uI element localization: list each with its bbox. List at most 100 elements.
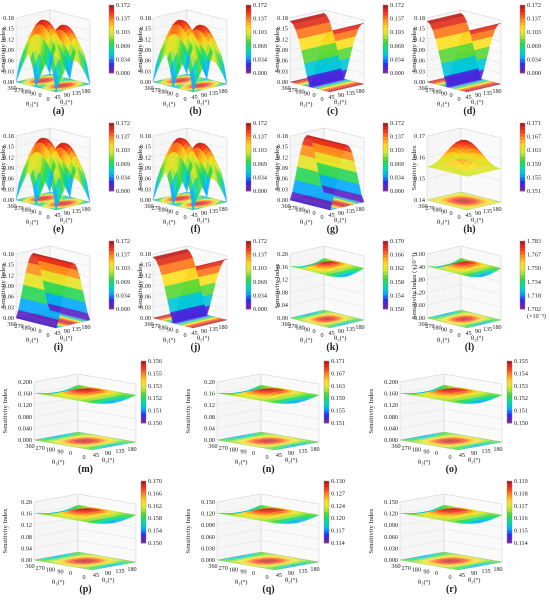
- colorbar-label: 0.156: [148, 358, 162, 365]
- theta2-tick-label: 90: [64, 328, 70, 335]
- theta2-tick-label: 90: [201, 328, 207, 335]
- theta2-tick-label: 135: [115, 568, 124, 575]
- colorbar-label: 0.069: [253, 43, 267, 50]
- theta1-axis-label: θ₁(°): [163, 101, 176, 108]
- colorbar-label: 0.000: [527, 70, 541, 77]
- theta2-tick-label: 90: [288, 570, 294, 577]
- z-tick-label: 0.12: [204, 402, 215, 409]
- colorbar-label: 0.069: [527, 43, 541, 50]
- colorbar-label: 0.137: [116, 16, 130, 23]
- surface-chart: 0.000.030.060.090.120.150.18Sensitivity …: [274, 0, 411, 118]
- z-axis-label: Sensitivity Index: [368, 388, 375, 434]
- theta1-tick-label: 360: [208, 563, 217, 570]
- z-tick-label: 0.18: [3, 251, 14, 258]
- theta2-tick-label: 0: [183, 332, 186, 339]
- theta1-tick-label: 90: [304, 208, 310, 215]
- colorbar-label: 0.117: [331, 528, 345, 535]
- theta2-tick-label: 135: [483, 326, 492, 333]
- colorbar-label: 0.034: [390, 56, 404, 63]
- theta2-tick-label: 0: [448, 454, 451, 461]
- theta1-tick-label: 90: [441, 326, 447, 333]
- theta2-tick-label: 180: [492, 324, 501, 331]
- z-axis-label: Sensitivity Index: [0, 145, 7, 191]
- colorbar-label: 0.137: [527, 16, 541, 23]
- theta1-tick-label: 0: [69, 570, 72, 577]
- theta2-tick-label: 180: [218, 88, 227, 95]
- panel-caption: (g): [327, 224, 339, 235]
- z-tick-label: 0.120: [18, 402, 32, 409]
- theta2-axis-label: θ₂(°): [468, 457, 481, 464]
- z-tick-label: 0.120: [384, 511, 398, 518]
- theta1-tick-label: 180: [229, 447, 238, 454]
- colorbar-label: 0.172: [390, 2, 404, 9]
- colorbar-label: 0.034: [116, 174, 130, 181]
- z-tick-label: 0.040: [18, 425, 32, 432]
- colorbar-label: 0.114: [514, 540, 528, 547]
- panel-caption: (f): [191, 224, 201, 235]
- colorbar-label: 0.155: [514, 358, 528, 365]
- theta2-axis-label: θ₂(°): [197, 217, 210, 224]
- z-axis-label: Sensitivity Index: [368, 508, 375, 554]
- colorbar-label: 0.137: [390, 16, 404, 23]
- z-axis-label: Sensitivity Index: [274, 145, 281, 191]
- theta1-axis-label: θ₁(°): [163, 337, 176, 344]
- surface-chart: 0.000.030.060.090.120.150.18Sensitivity …: [137, 0, 274, 118]
- theta2-tick-label: 0: [46, 214, 49, 221]
- panel-caption: (p): [79, 584, 91, 595]
- colorbar-label: 0.103: [116, 265, 130, 272]
- z-tick-label: 0.18: [277, 133, 288, 140]
- z-tick-label: 0.16: [204, 391, 215, 398]
- colorbar-label: 0.150: [148, 420, 162, 427]
- colorbar-label: 0.034: [253, 174, 267, 181]
- theta1-tick-label: 90: [57, 568, 63, 575]
- theta2-tick-label: 90: [475, 92, 481, 99]
- z-tick-label: 0.040: [384, 425, 398, 432]
- theta1-tick-label: 0: [435, 450, 438, 457]
- colorbar-label: 0.153: [148, 383, 162, 390]
- panel-caption: (h): [463, 224, 475, 235]
- panel-caption: (m): [78, 464, 93, 475]
- colorbar-label: 0.162: [148, 503, 162, 510]
- theta2-tick-label: 45: [93, 572, 99, 579]
- z-axis-label: Sensitivity Index: [2, 388, 9, 434]
- theta2-tick-label: 180: [81, 88, 90, 95]
- theta2-tick-label: 90: [288, 450, 294, 457]
- theta2-tick-label: 45: [276, 572, 282, 579]
- theta2-tick-label: 135: [115, 448, 124, 455]
- theta1-tick-label: 90: [240, 568, 246, 575]
- theta2-tick-label: 135: [481, 568, 490, 575]
- z-tick-label: 0.060: [201, 534, 215, 541]
- theta2-axis-label: θ₂(°): [102, 577, 115, 584]
- colorbar-label: 1.783: [527, 238, 541, 245]
- theta2-axis-label: θ₂(°): [60, 217, 73, 224]
- colorbar-label: 0.069: [116, 161, 130, 168]
- colorbar-label: 0.137: [253, 134, 267, 141]
- z-tick-label: 0.04: [21, 545, 32, 552]
- colorbar-label: 0.119: [514, 478, 528, 485]
- theta2-tick-label: 0: [265, 454, 268, 461]
- panel-caption: (o): [446, 464, 458, 475]
- theta2-axis-label: θ₂(°): [285, 577, 298, 584]
- theta2-tick-label: 180: [127, 446, 136, 453]
- z-axis-label: Sensitivity Index: [411, 145, 418, 191]
- theta2-tick-label: 180: [493, 446, 502, 453]
- colorbar-label: 0.034: [527, 56, 541, 63]
- z-tick-label: 0.12: [21, 522, 32, 529]
- colorbar-label: 0.069: [253, 161, 267, 168]
- theta1-axis-label: θ₁(°): [437, 219, 450, 226]
- theta1-tick-label: 180: [46, 567, 55, 574]
- theta1-tick-label: 270: [219, 445, 228, 452]
- colorbar-label: 0.172: [116, 120, 130, 127]
- panel-caption: (r): [446, 584, 457, 595]
- theta2-axis-label: θ₂(°): [102, 457, 115, 464]
